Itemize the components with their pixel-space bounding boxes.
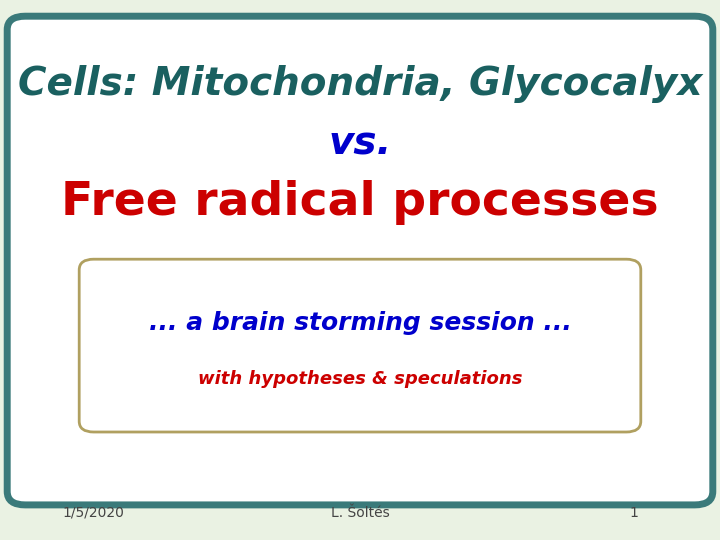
- Text: 1: 1: [629, 506, 638, 520]
- Text: with hypotheses & speculations: with hypotheses & speculations: [198, 370, 522, 388]
- Text: vs.: vs.: [328, 124, 392, 162]
- Text: ... a brain storming session ...: ... a brain storming session ...: [148, 311, 572, 335]
- FancyBboxPatch shape: [7, 16, 713, 505]
- Text: 1/5/2020: 1/5/2020: [63, 506, 125, 520]
- Text: Free radical processes: Free radical processes: [61, 180, 659, 225]
- FancyBboxPatch shape: [79, 259, 641, 432]
- Text: L. Šoltés: L. Šoltés: [330, 506, 390, 520]
- Text: Cells: Mitochondria, Glycocalyx: Cells: Mitochondria, Glycocalyx: [18, 65, 702, 103]
